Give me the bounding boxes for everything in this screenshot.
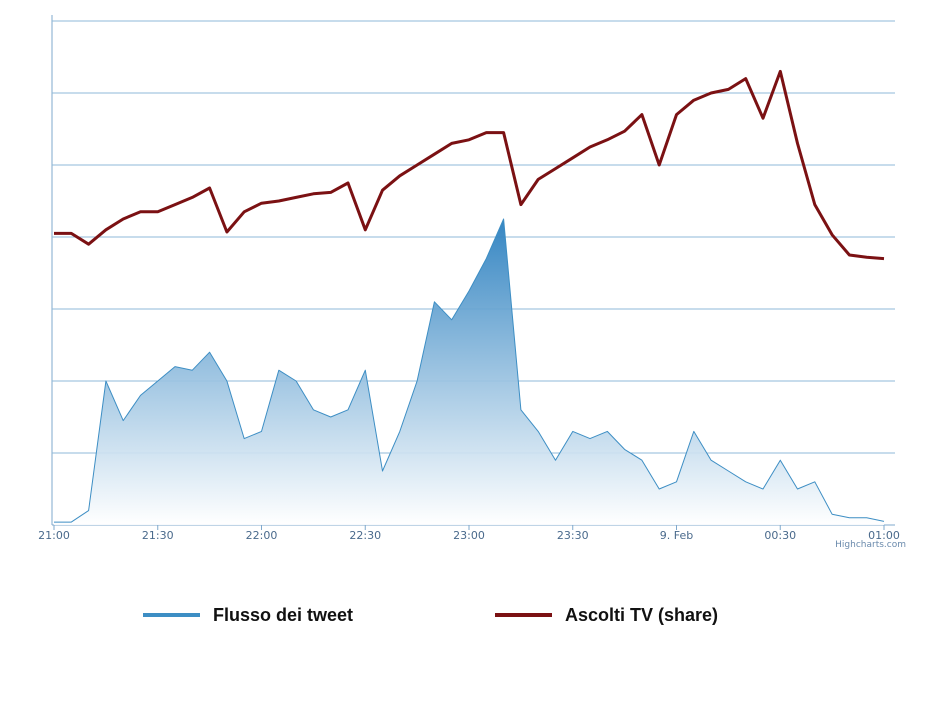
x-tick-label: 23:30 — [557, 529, 589, 542]
x-tick-label: 23:00 — [453, 529, 485, 542]
credits: Highcharts.com — [835, 540, 906, 550]
area — [54, 219, 884, 525]
series-line — [54, 69, 885, 261]
x-tick-label: 22:00 — [246, 529, 278, 542]
legend-label: Ascolti TV (share) — [565, 605, 718, 625]
series-line — [54, 218, 885, 523]
x-tick-label: 21:00 — [38, 529, 70, 542]
x-tick-label: 01:00 — [868, 529, 900, 542]
legend-label: Flusso dei tweet — [213, 605, 353, 625]
x-tick-label: 9. Feb — [660, 529, 693, 542]
x-tick-label: 22:30 — [349, 529, 381, 542]
x-tick-label: 21:30 — [142, 529, 174, 542]
x-tick-label: 00:30 — [764, 529, 796, 542]
